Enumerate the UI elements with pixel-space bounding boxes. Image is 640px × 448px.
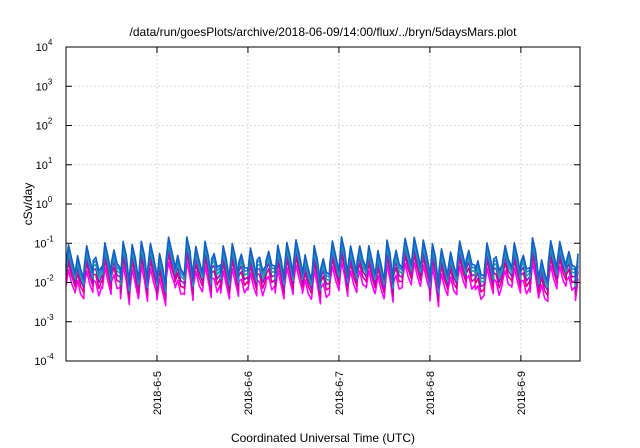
y-tick-label: 102 xyxy=(36,117,53,133)
y-tick-label: 10-3 xyxy=(34,313,54,329)
y-axis-label: cSv/day xyxy=(21,183,35,226)
grid xyxy=(66,47,580,361)
x-tick-label: 2018-6-9 xyxy=(516,371,528,415)
x-axis-label: Coordinated Universal Time (UTC) xyxy=(231,431,415,445)
series-line xyxy=(65,236,579,289)
x-tick-label: 2018-6-6 xyxy=(243,371,255,415)
chart-title: /data/run/goesPlots/archive/2018-06-09/1… xyxy=(130,25,518,39)
y-tick-label: 10-1 xyxy=(34,234,54,250)
y-axis: 10-4 10-3 10-2 10-1 100 101 102 103 104 xyxy=(34,38,580,368)
series-group xyxy=(65,236,579,308)
y-tick-label: 103 xyxy=(36,77,53,93)
y-tick-label: 100 xyxy=(36,195,53,211)
x-tick-label: 2018-6-7 xyxy=(334,371,346,415)
y-tick-label: 10-4 xyxy=(34,352,54,368)
x-tick-label: 2018-6-5 xyxy=(152,371,164,415)
x-axis: 2018-6-5 2018-6-6 2018-6-7 2018-6-8 2018-6-9 xyxy=(152,47,528,415)
x-tick-label: 2018-6-8 xyxy=(425,371,437,415)
y-tick-label: 10-2 xyxy=(34,274,54,290)
y-tick-label: 104 xyxy=(36,38,53,54)
y-tick-label: 101 xyxy=(36,156,53,172)
